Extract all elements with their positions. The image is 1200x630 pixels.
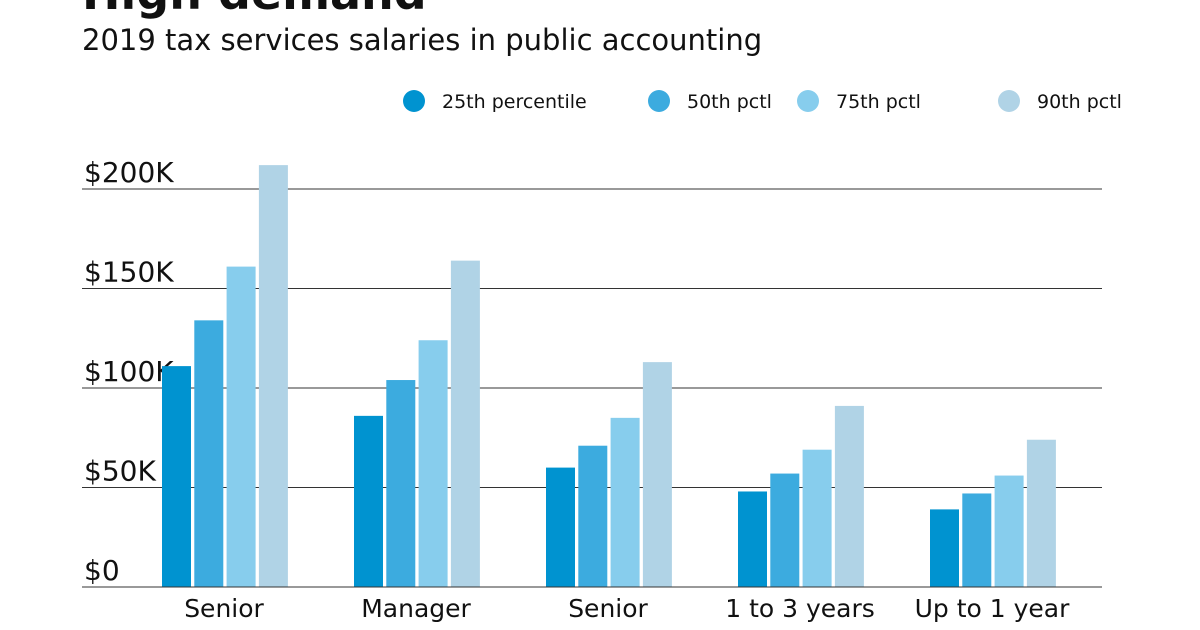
bar <box>930 509 959 587</box>
bar <box>450 260 480 587</box>
chart-title: High demand <box>82 0 427 16</box>
legend-entry: 50th pctl <box>687 91 772 113</box>
bar <box>162 366 191 587</box>
bar <box>418 340 448 587</box>
bar <box>226 266 256 587</box>
bar <box>610 417 640 587</box>
x-category-label: Manager <box>361 594 471 623</box>
bar <box>386 380 416 587</box>
bar <box>258 165 288 587</box>
bar <box>802 449 832 587</box>
x-category-label: Senior <box>568 594 648 623</box>
y-tick-label: $0 <box>84 554 120 587</box>
x-category-label: Up to 1 year <box>915 594 1071 623</box>
chart-subtitle: 2019 tax services salaries in public acc… <box>82 23 763 57</box>
y-tick-label: $100K <box>84 355 174 388</box>
bar <box>1026 439 1056 587</box>
bar <box>770 473 800 587</box>
y-tick-label: $200K <box>84 156 174 189</box>
bar <box>994 475 1024 587</box>
bar <box>578 445 608 587</box>
bar <box>194 320 224 587</box>
x-category-label: Senior <box>184 594 264 623</box>
legend-swatch <box>648 90 670 112</box>
bar <box>738 491 767 587</box>
legend-swatch <box>403 90 425 112</box>
bar <box>834 405 864 587</box>
legend-swatch <box>797 90 819 112</box>
y-tick-label: $50K <box>84 455 156 488</box>
y-tick-label: $150K <box>84 256 174 289</box>
bar <box>354 415 383 587</box>
legend-entry: 75th pctl <box>836 91 921 113</box>
legend-entry: 90th pctl <box>1037 91 1122 113</box>
x-category-label: 1 to 3 years <box>725 594 875 623</box>
bar <box>962 493 992 587</box>
legend-swatch <box>998 90 1020 112</box>
legend-entry: 25th percentile <box>442 91 587 113</box>
bar <box>642 362 672 587</box>
bar <box>546 467 575 587</box>
